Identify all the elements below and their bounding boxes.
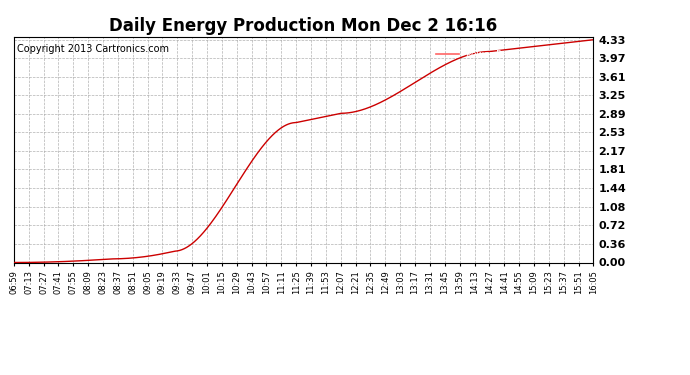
Text: Copyright 2013 Cartronics.com: Copyright 2013 Cartronics.com (17, 44, 168, 54)
Title: Daily Energy Production Mon Dec 2 16:16: Daily Energy Production Mon Dec 2 16:16 (110, 16, 497, 34)
